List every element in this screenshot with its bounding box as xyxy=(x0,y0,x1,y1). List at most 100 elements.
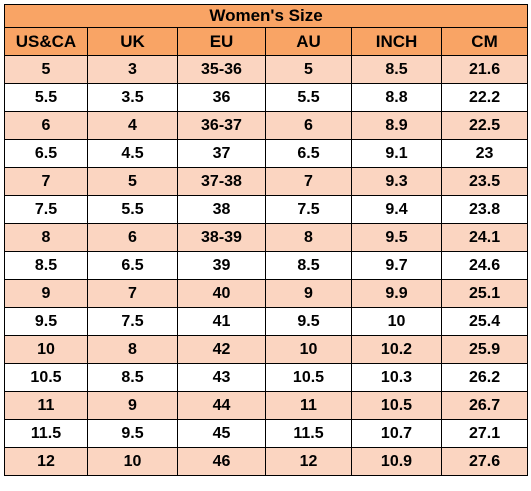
cell-eu: 38-39 xyxy=(177,223,266,252)
cell-au: 6 xyxy=(265,111,352,140)
cell-au: 11 xyxy=(265,391,352,420)
cell-inch: 10 xyxy=(351,307,442,336)
cell-au: 8.5 xyxy=(265,251,352,280)
column-header-cm: CM xyxy=(440,27,529,56)
cell-inch: 10.7 xyxy=(351,419,442,448)
cell-au: 9.5 xyxy=(265,307,352,336)
cell-cm: 21.6 xyxy=(440,55,529,84)
cell-eu: 43 xyxy=(177,363,266,392)
cell-eu: 45 xyxy=(177,419,266,448)
cell-uk: 9 xyxy=(87,391,178,420)
title-row: Women's Size xyxy=(3,4,529,28)
cell-uk: 3.5 xyxy=(87,83,178,112)
cell-au: 11.5 xyxy=(265,419,352,448)
cell-cm: 25.1 xyxy=(440,279,529,308)
cell-uk: 6.5 xyxy=(87,251,178,280)
cell-cm: 26.2 xyxy=(440,363,529,392)
cell-cm: 23 xyxy=(440,139,529,168)
cell-inch: 10.3 xyxy=(351,363,442,392)
cell-inch: 10.9 xyxy=(351,447,442,476)
cell-au: 5.5 xyxy=(265,83,352,112)
cell-cm: 26.7 xyxy=(440,391,529,420)
cell-uk: 5.5 xyxy=(87,195,178,224)
cell-eu: 37-38 xyxy=(177,167,266,196)
cell-inch: 9.3 xyxy=(351,167,442,196)
cell-uk: 9.5 xyxy=(87,419,178,448)
cell-us-ca: 12 xyxy=(4,447,88,476)
cell-eu: 36 xyxy=(177,83,266,112)
table-row: 6 4 36-37 6 8.9 22.5 xyxy=(4,111,529,140)
table-row: 7.5 5.5 38 7.5 9.4 23.8 xyxy=(4,195,529,224)
cell-au: 12 xyxy=(265,447,352,476)
table-row: 8 6 38-39 8 9.5 24.1 xyxy=(4,223,529,252)
cell-inch: 10.5 xyxy=(351,391,442,420)
column-header-au: AU xyxy=(265,27,352,56)
cell-eu: 35-36 xyxy=(177,55,266,84)
cell-eu: 36-37 xyxy=(177,111,266,140)
cell-cm: 25.9 xyxy=(440,335,529,364)
cell-eu: 40 xyxy=(177,279,266,308)
cell-au: 5 xyxy=(265,55,352,84)
cell-cm: 22.2 xyxy=(440,83,529,112)
cell-us-ca: 10 xyxy=(4,335,88,364)
cell-inch: 9.5 xyxy=(351,223,442,252)
column-header-eu: EU xyxy=(177,27,266,56)
cell-uk: 6 xyxy=(87,223,178,252)
cell-eu: 37 xyxy=(177,139,266,168)
cell-us-ca: 6 xyxy=(4,111,88,140)
table-row: 11 9 44 11 10.5 26.7 xyxy=(4,391,529,420)
table-row: 6.5 4.5 37 6.5 9.1 23 xyxy=(4,139,529,168)
table-row: 11.5 9.5 45 11.5 10.7 27.1 xyxy=(4,419,529,448)
cell-us-ca: 11 xyxy=(4,391,88,420)
cell-eu: 38 xyxy=(177,195,266,224)
size-table: Women's Size US&CA UK EU AU INCH CM 5 3 35… xyxy=(3,4,529,476)
table-row: 10.5 8.5 43 10.5 10.3 26.2 xyxy=(4,363,529,392)
cell-au: 7 xyxy=(265,167,352,196)
cell-us-ca: 7.5 xyxy=(4,195,88,224)
table-row: 9 7 40 9 9.9 25.1 xyxy=(4,279,529,308)
cell-uk: 3 xyxy=(87,55,178,84)
table-row: 10 8 42 10 10.2 25.9 xyxy=(4,335,529,364)
cell-eu: 41 xyxy=(177,307,266,336)
header-row: US&CA UK EU AU INCH CM xyxy=(4,27,529,56)
cell-eu: 42 xyxy=(177,335,266,364)
column-header-uk: UK xyxy=(87,27,178,56)
cell-inch: 9.1 xyxy=(351,139,442,168)
cell-inch: 9.4 xyxy=(351,195,442,224)
cell-inch: 8.9 xyxy=(351,111,442,140)
cell-uk: 5 xyxy=(87,167,178,196)
cell-au: 9 xyxy=(265,279,352,308)
column-header-us-ca: US&CA xyxy=(4,27,88,56)
cell-eu: 46 xyxy=(177,447,266,476)
cell-au: 10 xyxy=(265,335,352,364)
cell-us-ca: 8.5 xyxy=(4,251,88,280)
size-chart: Women's Size US&CA UK EU AU INCH CM 5 3 35… xyxy=(3,4,529,476)
cell-eu: 39 xyxy=(177,251,266,280)
cell-cm: 23.8 xyxy=(440,195,529,224)
cell-inch: 9.9 xyxy=(351,279,442,308)
cell-cm: 27.1 xyxy=(440,419,529,448)
table-body: 5 3 35-36 5 8.5 21.6 5.5 3.5 36 5.5 8.8 22.2 6 4 36-37… xyxy=(4,55,529,476)
table-row: 12 10 46 12 10.9 27.6 xyxy=(4,447,529,476)
cell-uk: 4.5 xyxy=(87,139,178,168)
cell-uk: 4 xyxy=(87,111,178,140)
cell-inch: 8.8 xyxy=(351,83,442,112)
table-row: 8.5 6.5 39 8.5 9.7 24.6 xyxy=(4,251,529,280)
cell-us-ca: 6.5 xyxy=(4,139,88,168)
cell-au: 10.5 xyxy=(265,363,352,392)
cell-uk: 8 xyxy=(87,335,178,364)
cell-us-ca: 9.5 xyxy=(4,307,88,336)
table-row: 5 3 35-36 5 8.5 21.6 xyxy=(4,55,529,84)
cell-inch: 8.5 xyxy=(351,55,442,84)
table-row: 9.5 7.5 41 9.5 10 25.4 xyxy=(4,307,529,336)
cell-uk: 7 xyxy=(87,279,178,308)
cell-us-ca: 11.5 xyxy=(4,419,88,448)
cell-au: 8 xyxy=(265,223,352,252)
cell-cm: 25.4 xyxy=(440,307,529,336)
cell-au: 6.5 xyxy=(265,139,352,168)
cell-us-ca: 10.5 xyxy=(4,363,88,392)
cell-uk: 10 xyxy=(87,447,178,476)
cell-cm: 24.1 xyxy=(440,223,529,252)
cell-us-ca: 8 xyxy=(4,223,88,252)
cell-cm: 27.6 xyxy=(440,447,529,476)
